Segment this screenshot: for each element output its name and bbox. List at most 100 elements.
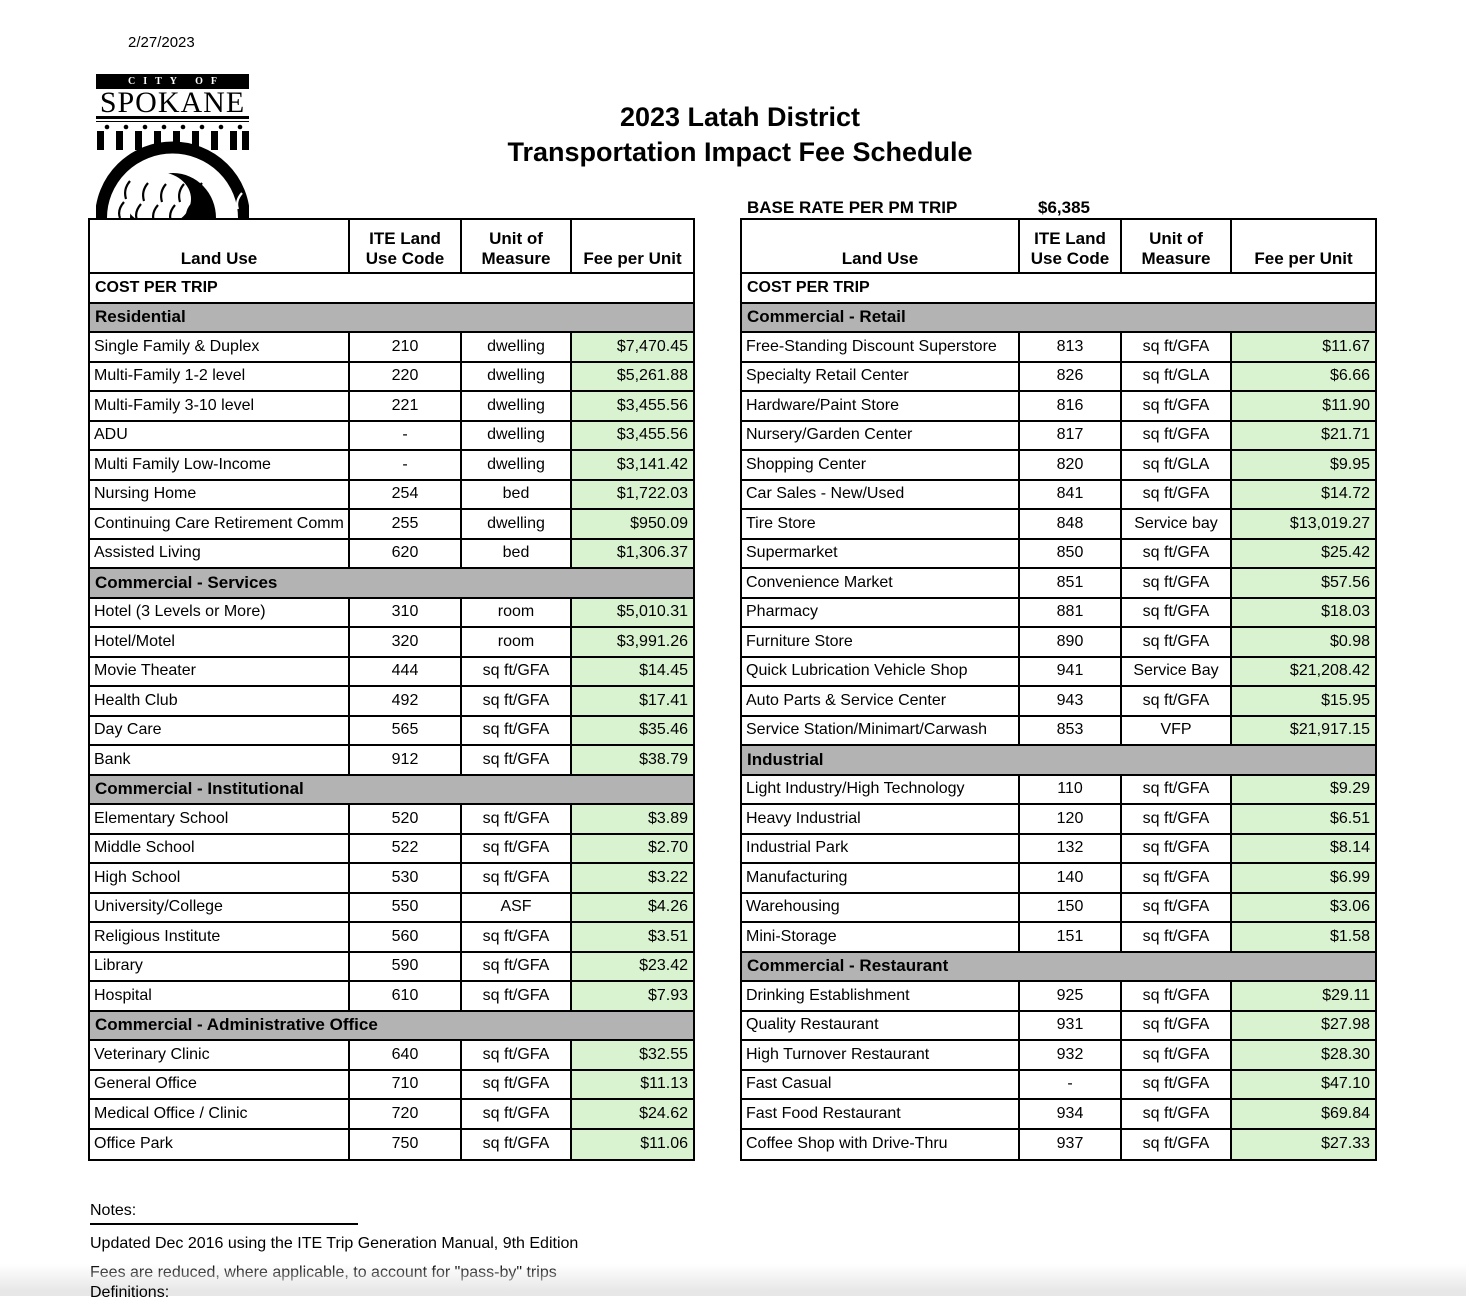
ite-code-cell: 132	[1018, 834, 1120, 862]
ite-code-cell: 932	[1018, 1041, 1120, 1069]
table-row: General Office 710 sq ft/GFA $11.13	[90, 1070, 693, 1100]
land-use-cell: Furniture Store	[746, 632, 853, 650]
table-row: Fast Food Restaurant 934 sq ft/GFA $69.84	[742, 1100, 1375, 1130]
fee-cell: $3.22	[570, 864, 693, 892]
ite-code-cell: 925	[1018, 982, 1120, 1010]
ite-code-cell: 943	[1018, 687, 1120, 715]
cost-per-trip-row: COST PER TRIP	[90, 274, 693, 304]
table-row: Hotel/Motel 320 room $3,991.26	[90, 628, 693, 658]
unit-cell: VFP	[1120, 716, 1230, 744]
logo-spokane-wordmark: SPOKANE	[99, 89, 246, 116]
notes-heading: Notes:	[90, 1202, 358, 1225]
unit-cell: sq ft/GFA	[460, 716, 570, 744]
unit-cell: sq ft/GFA	[460, 952, 570, 980]
land-use-cell: Nursing Home	[94, 485, 197, 503]
land-use-cell: Coffee Shop with Drive-Thru	[746, 1135, 948, 1153]
unit-cell: room	[460, 598, 570, 626]
spokane-logo: CITY OF SPOKANE	[96, 74, 249, 218]
base-rate-value: $6,385	[1038, 198, 1090, 217]
table-row: High School 530 sq ft/GFA $3.22	[90, 864, 693, 894]
unit-cell: sq ft/GFA	[1120, 864, 1230, 892]
table-row: Office Park 750 sq ft/GFA $11.06	[90, 1129, 693, 1159]
section-header-row: Commercial - Services	[90, 569, 693, 599]
column-header: Fee per Unit	[1230, 220, 1375, 272]
table-header-row: Land Use ITE Land Use Code Unit of Measure…	[90, 220, 693, 274]
table-row: Convenience Market 851 sq ft/GFA $57.56	[742, 569, 1375, 599]
unit-cell: sq ft/GFA	[1120, 480, 1230, 508]
ite-code-cell: 254	[348, 480, 460, 508]
fee-cell: $69.84	[1230, 1100, 1375, 1128]
unit-cell: sq ft/GLA	[1120, 451, 1230, 479]
table-row: Quick Lubrication Vehicle Shop 941 Service…	[742, 657, 1375, 687]
land-use-cell: Quick Lubrication Vehicle Shop	[746, 662, 968, 680]
land-use-cell: Day Care	[94, 721, 162, 739]
unit-cell: sq ft/GFA	[1120, 1129, 1230, 1159]
table-row: Coffee Shop with Drive-Thru 937 sq ft/GFA $…	[742, 1129, 1375, 1159]
fee-cell: $3.51	[570, 923, 693, 951]
unit-cell: dwelling	[460, 392, 570, 420]
section-header-row: Commercial - Retail	[742, 303, 1375, 333]
fee-cell: $21,208.42	[1230, 657, 1375, 685]
ite-code-cell: 255	[348, 510, 460, 538]
fee-cell: $3,141.42	[570, 451, 693, 479]
unit-cell: sq ft/GFA	[1120, 687, 1230, 715]
page-bottom-fade	[0, 1264, 1466, 1296]
unit-cell: sq ft/GFA	[1120, 923, 1230, 951]
ite-code-cell: 492	[348, 687, 460, 715]
table-row: Warehousing 150 sq ft/GFA $3.06	[742, 893, 1375, 923]
table-row: High Turnover Restaurant 932 sq ft/GFA $28.…	[742, 1041, 1375, 1071]
unit-cell: room	[460, 628, 570, 656]
land-use-cell: Industrial Park	[746, 839, 849, 857]
unit-cell: sq ft/GFA	[1120, 982, 1230, 1010]
fee-cell: $14.72	[1230, 480, 1375, 508]
unit-cell: sq ft/GFA	[1120, 539, 1230, 567]
land-use-cell: Fast Food Restaurant	[746, 1104, 901, 1122]
section-header-row: Industrial	[742, 746, 1375, 776]
unit-cell: sq ft/GFA	[460, 982, 570, 1010]
land-use-cell: Warehousing	[746, 898, 840, 916]
land-use-cell: Middle School	[94, 839, 195, 857]
land-use-cell: Heavy Industrial	[746, 809, 861, 827]
land-use-cell: Car Sales - New/Used	[746, 485, 905, 503]
unit-cell: sq ft/GFA	[1120, 805, 1230, 833]
table-row: Veterinary Clinic 640 sq ft/GFA $32.55	[90, 1041, 693, 1071]
unit-cell: Service bay	[1120, 510, 1230, 538]
unit-cell: bed	[460, 539, 570, 567]
land-use-cell: Single Family & Duplex	[94, 337, 260, 355]
table-row: Hardware/Paint Store 816 sq ft/GFA $11.90	[742, 392, 1375, 422]
table-row: Specialty Retail Center 826 sq ft/GLA $6.66	[742, 362, 1375, 392]
table-row: Mini-Storage 151 sq ft/GFA $1.58	[742, 923, 1375, 953]
table-row: Day Care 565 sq ft/GFA $35.46	[90, 716, 693, 746]
ite-code-cell: 640	[348, 1041, 460, 1069]
ite-code-cell: 934	[1018, 1100, 1120, 1128]
unit-cell: ASF	[460, 893, 570, 921]
land-use-cell: Movie Theater	[94, 662, 196, 680]
unit-cell: sq ft/GFA	[460, 1100, 570, 1128]
fee-cell: $5,261.88	[570, 362, 693, 390]
fee-cell: $27.33	[1230, 1129, 1375, 1159]
note-line: Updated Dec 2016 using the ITE Trip Gene…	[90, 1235, 579, 1252]
ite-code-cell: 931	[1018, 1011, 1120, 1039]
fee-table-left: Land Use ITE Land Use Code Unit of Measure…	[88, 218, 695, 1161]
land-use-cell: Free-Standing Discount Superstore	[746, 337, 997, 355]
unit-cell: sq ft/GLA	[1120, 362, 1230, 390]
unit-cell: sq ft/GFA	[460, 657, 570, 685]
ite-code-cell: 620	[348, 539, 460, 567]
ite-code-cell: 610	[348, 982, 460, 1010]
table-row: Middle School 522 sq ft/GFA $2.70	[90, 834, 693, 864]
unit-cell: sq ft/GFA	[460, 923, 570, 951]
ite-code-cell: 890	[1018, 628, 1120, 656]
table-row: Auto Parts & Service Center 943 sq ft/GFA $…	[742, 687, 1375, 717]
ite-code-cell: 140	[1018, 864, 1120, 892]
fee-cell: $25.42	[1230, 539, 1375, 567]
unit-cell: bed	[460, 480, 570, 508]
table-row: Library 590 sq ft/GFA $23.42	[90, 952, 693, 982]
fee-cell: $57.56	[1230, 569, 1375, 597]
bridge-falls-icon	[96, 123, 249, 218]
land-use-cell: University/College	[94, 898, 223, 916]
column-header: Unit of Measure	[1120, 220, 1230, 272]
unit-cell: dwelling	[460, 451, 570, 479]
table-row: Nursery/Garden Center 817 sq ft/GFA $21.71	[742, 421, 1375, 451]
unit-cell: sq ft/GFA	[1120, 392, 1230, 420]
